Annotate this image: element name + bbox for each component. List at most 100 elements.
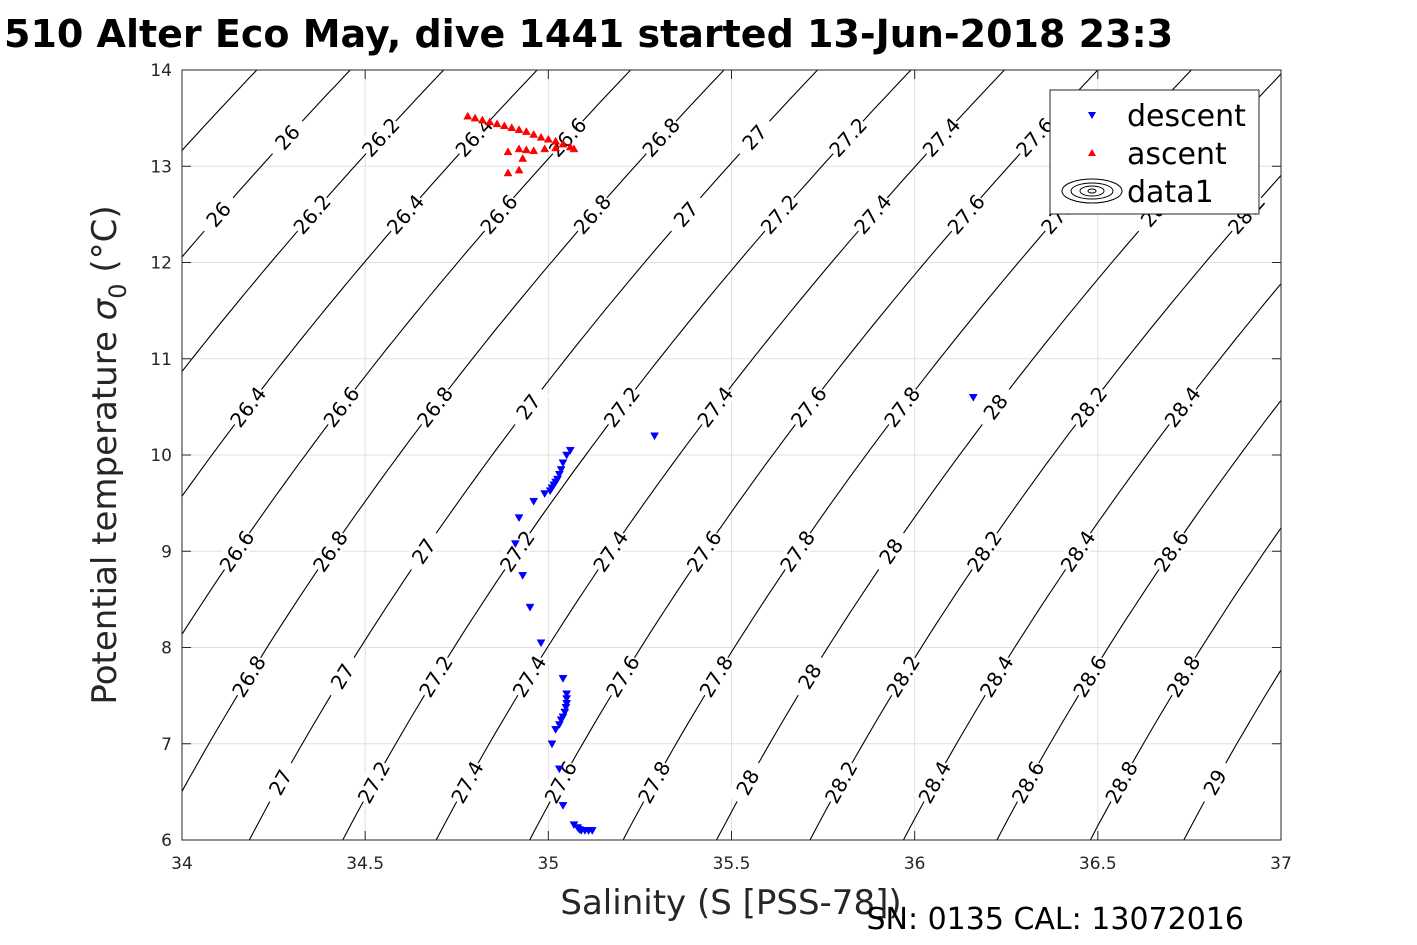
- legend-label: ascent: [1127, 137, 1227, 172]
- svg-text:26.4: 26.4: [225, 382, 271, 432]
- contour-label: 27.2: [599, 382, 645, 432]
- y-tick-label: 6: [161, 831, 172, 851]
- contour-label: 28: [788, 651, 830, 701]
- ascent-point: [492, 119, 502, 128]
- contour-label: 28.6: [1007, 757, 1050, 808]
- descent-point: [968, 394, 978, 402]
- svg-text:28.8: 28.8: [1100, 757, 1143, 808]
- descent-point: [510, 540, 520, 549]
- y-axis-label: Potential temperature σ0 (°C): [85, 205, 132, 704]
- contour-label: 27.2: [414, 651, 458, 702]
- svg-text:28.2: 28.2: [881, 651, 925, 702]
- contour-label: 27.2: [824, 113, 872, 162]
- contour-label: 27: [730, 113, 777, 161]
- svg-text:28.6: 28.6: [1068, 651, 1112, 702]
- descent-point: [536, 639, 546, 648]
- ascent-point: [518, 154, 528, 162]
- svg-text:28.8: 28.8: [1162, 651, 1206, 702]
- contour-label: 28.8: [1162, 651, 1206, 702]
- ascent-point: [536, 132, 546, 141]
- x-axis-label: Salinity (S [PSS-78]): [560, 883, 901, 923]
- contour-label: 28.2: [881, 651, 925, 702]
- descent-point: [587, 827, 597, 835]
- descent-point: [556, 466, 566, 474]
- svg-text:28.4: 28.4: [913, 757, 956, 808]
- contour-label: 26.6: [318, 382, 364, 432]
- svg-text:27.4: 27.4: [446, 757, 489, 808]
- ascent-point: [485, 117, 495, 126]
- legend-ascent-marker: [1088, 149, 1096, 156]
- contour-label: 27: [662, 189, 708, 238]
- ascent-point: [503, 168, 513, 177]
- descent-point: [554, 721, 564, 730]
- svg-text:26.8: 26.8: [637, 113, 685, 162]
- contour-label: 26.4: [382, 190, 429, 239]
- ascent-series: [463, 111, 579, 177]
- contour-label: 28: [972, 382, 1018, 431]
- y-tick-label: 14: [150, 61, 172, 81]
- descent-point: [565, 446, 575, 455]
- contour-label: 27.8: [633, 757, 676, 808]
- contour-label: 27: [505, 382, 550, 431]
- contour-label: 27: [259, 757, 300, 807]
- descent-point: [562, 695, 572, 704]
- svg-text:28.4: 28.4: [975, 651, 1019, 702]
- axes: 34 34.5 35 35.5 36 36.5 37 6 7 8 9 10 11 12 13 14: [150, 61, 1291, 874]
- contour-label: 28.4: [1160, 382, 1206, 432]
- x-tick-label: 35: [538, 854, 560, 874]
- x-tick-label: 37: [1270, 854, 1292, 874]
- svg-text:27.2: 27.2: [414, 651, 458, 702]
- x-tick-label: 36.5: [1079, 854, 1117, 874]
- ascent-point: [503, 147, 513, 156]
- chart-title: 510 Alter Eco May, dive 1441 started 13-…: [4, 12, 1173, 56]
- ascent-point: [514, 144, 524, 153]
- contour-label: 26.6: [475, 190, 522, 239]
- contour-label: 27.4: [446, 757, 489, 808]
- contour-label: 26.8: [569, 190, 616, 239]
- contour-label: 27.4: [508, 651, 552, 702]
- legend-box: [1049, 89, 1260, 215]
- legend-label: data1: [1127, 175, 1214, 210]
- ascent-point: [477, 115, 487, 124]
- ascent-point: [543, 134, 553, 143]
- svg-text:27.4: 27.4: [508, 651, 552, 702]
- svg-text:26.8: 26.8: [227, 651, 271, 702]
- y-tick-label: 10: [150, 446, 172, 466]
- ascent-point: [529, 129, 539, 138]
- legend-label: descent: [1127, 99, 1246, 134]
- contour-line: [902, 282, 1281, 840]
- svg-text:27.6: 27.6: [601, 651, 645, 702]
- contour-label: 27.6: [943, 190, 990, 239]
- descent-point: [650, 432, 660, 441]
- svg-text:27.6: 27.6: [943, 190, 990, 239]
- contour-label: 27.6: [601, 651, 645, 702]
- contour-label: 27: [320, 651, 363, 701]
- descent-point: [562, 690, 572, 699]
- svg-text:27.2: 27.2: [353, 757, 396, 808]
- svg-text:26.6: 26.6: [318, 382, 364, 432]
- descent-point: [554, 765, 564, 774]
- contour-label: 28.8: [1100, 757, 1143, 808]
- x-tick-label: 36: [904, 854, 926, 874]
- descent-point: [529, 497, 539, 506]
- ascent-point: [529, 146, 539, 155]
- ascent-point: [463, 111, 473, 120]
- legend-descent-marker: [1088, 112, 1096, 119]
- ascent-point: [521, 127, 531, 135]
- svg-text:28.2: 28.2: [820, 757, 863, 808]
- svg-text:26.4: 26.4: [382, 190, 429, 239]
- y-tick-label: 8: [161, 639, 172, 659]
- contour-label: 26.4: [225, 382, 271, 432]
- data-points: [463, 111, 978, 835]
- contour-line: [182, 70, 445, 373]
- ascent-point: [551, 143, 561, 152]
- contour-label: 27.6: [539, 757, 582, 808]
- descent-point: [514, 514, 524, 523]
- contour-label: 26: [195, 189, 241, 238]
- ascent-point: [499, 121, 509, 130]
- contour-line: [182, 70, 258, 152]
- contour-line: [1183, 668, 1281, 840]
- y-tick-label: 11: [150, 350, 172, 370]
- contour-label: 27.2: [353, 757, 396, 808]
